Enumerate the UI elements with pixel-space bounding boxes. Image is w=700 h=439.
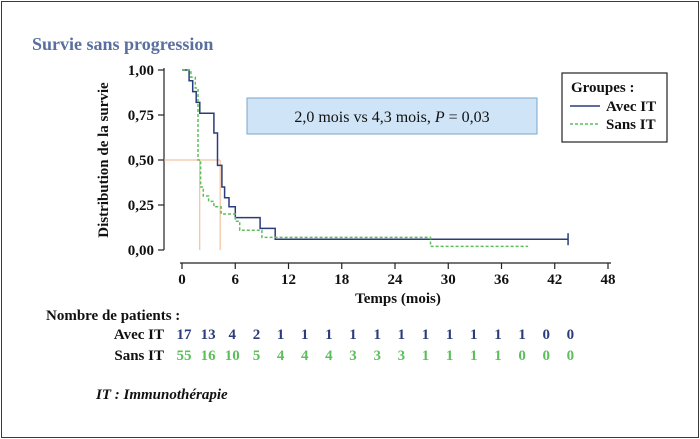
risk-cell: 1 (277, 327, 285, 343)
risk-row-label: Sans IT (114, 348, 164, 364)
risk-cell: 5 (253, 348, 261, 364)
y-tick-label: 0,00 (128, 243, 154, 259)
x-tick-label: 24 (388, 272, 404, 288)
x-tick-label: 30 (441, 272, 456, 288)
risk-cell: 1 (446, 327, 454, 343)
risk-cell: 0 (567, 348, 575, 364)
legend-box (561, 72, 668, 143)
risk-cell: 0 (518, 348, 526, 364)
x-tick-label: 42 (547, 272, 562, 288)
risk-cell: 1 (422, 327, 430, 343)
series-layer (182, 69, 569, 248)
series-avec-it-line (182, 69, 569, 240)
risk-cell: 16 (201, 348, 217, 364)
risk-cell: 17 (177, 327, 193, 343)
risk-cell: 1 (325, 327, 333, 343)
risk-cell: 55 (177, 348, 192, 364)
risk-row-label: Avec IT (114, 327, 164, 343)
x-tick-label: 18 (334, 272, 349, 288)
x-axis-label: Temps (mois) (355, 291, 441, 307)
risk-cell: 1 (494, 327, 502, 343)
risk-table-title: Nombre de patients : (46, 308, 180, 324)
risk-cell: 4 (325, 348, 333, 364)
risk-cell: 1 (301, 327, 309, 343)
risk-cell: 1 (446, 348, 454, 364)
risk-cell: 13 (201, 327, 216, 343)
risk-cell: 1 (470, 348, 478, 364)
y-tick-label: 0,75 (128, 108, 154, 124)
risk-cell: 3 (373, 348, 381, 364)
annotation-box-background (246, 97, 538, 135)
y-tick-label: 1,00 (128, 63, 154, 79)
x-tick-label: 6 (232, 272, 240, 288)
risk-cell: 1 (518, 327, 526, 343)
risk-cell: 1 (349, 327, 357, 343)
risk-cell: 3 (349, 348, 357, 364)
risk-cell: 4 (229, 327, 237, 343)
legend-title: Groupes : (571, 80, 634, 96)
x-tick-label: 48 (601, 272, 616, 288)
x-tick-label: 0 (178, 272, 186, 288)
risk-cell: 1 (373, 327, 381, 343)
footnote: IT : Immunothérapie (95, 387, 228, 403)
risk-cell: 2 (253, 327, 261, 343)
risk-cell: 1 (494, 348, 502, 364)
risk-cell: 1 (398, 327, 406, 343)
y-axis-ticks: 0,00 0,25 0,50 0,75 1,00 (128, 63, 164, 259)
x-axis-ticks: 0 6 12 18 24 30 36 42 48 (178, 263, 616, 288)
annotation-p-label: P (434, 109, 445, 126)
risk-cell: 0 (543, 348, 551, 364)
risk-cell: 1 (422, 348, 430, 364)
median-reference-lines (164, 159, 221, 250)
risk-cell: 1 (470, 327, 478, 343)
legend-avec-it-label: Avec IT (606, 99, 656, 115)
y-tick-label: 0,50 (128, 153, 154, 169)
risk-cell: 4 (277, 348, 285, 364)
risk-cell: 10 (225, 348, 240, 364)
x-tick-label: 36 (494, 272, 510, 288)
legend-sans-it-label: Sans IT (606, 117, 656, 133)
risk-cell: 3 (398, 348, 406, 364)
risk-cell: 0 (543, 327, 551, 343)
series-sans-it-line (182, 69, 529, 248)
x-tick-label: 12 (281, 272, 296, 288)
risk-cell: 4 (301, 348, 309, 364)
annotation-box: 2,0 mois vs 4,3 mois, P = 0,03 (246, 97, 538, 135)
chart-title: Survie sans progression (32, 34, 213, 54)
annotation-prefix: 2,0 mois vs 4,3 mois, (294, 109, 434, 126)
risk-cell: 0 (567, 327, 575, 343)
legend: Groupes : Avec IT Sans IT (561, 72, 668, 143)
y-tick-label: 0,25 (128, 198, 154, 214)
y-axis-label: Distribution de la survie (96, 82, 112, 238)
annotation-suffix: = 0,03 (445, 109, 490, 126)
annotation-text: 2,0 mois vs 4,3 mois, P = 0,03 (294, 109, 489, 126)
